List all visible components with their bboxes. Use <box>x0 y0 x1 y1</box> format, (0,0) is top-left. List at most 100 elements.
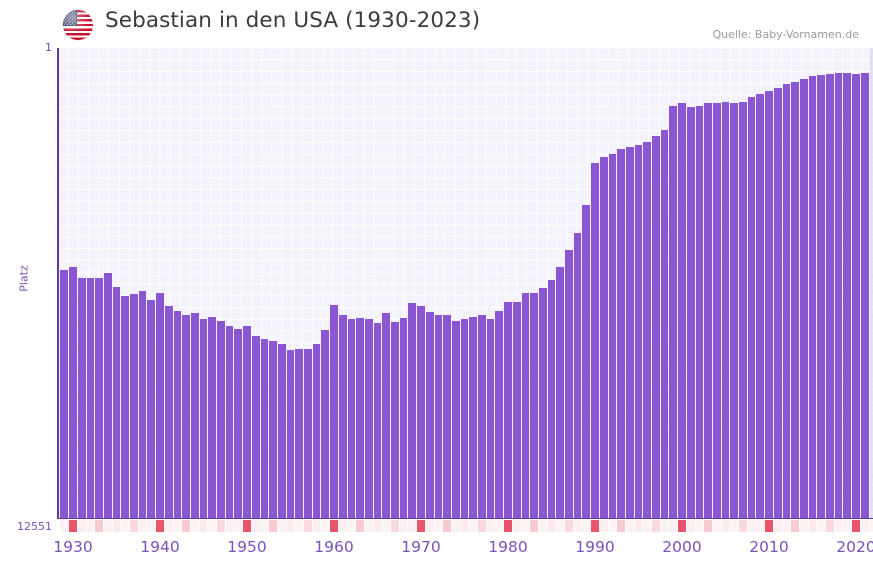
bar[interactable] <box>756 93 765 518</box>
bar[interactable] <box>582 204 591 518</box>
x-axis-minor-tick <box>582 520 591 532</box>
bar[interactable] <box>652 136 660 518</box>
bar[interactable] <box>608 154 617 518</box>
bar[interactable] <box>147 299 156 518</box>
bar[interactable] <box>695 105 704 518</box>
bar[interactable] <box>556 267 565 518</box>
bar[interactable] <box>730 102 739 518</box>
bar[interactable] <box>69 267 77 518</box>
bar[interactable] <box>225 325 234 518</box>
bar[interactable] <box>634 144 643 518</box>
bar[interactable] <box>425 312 434 518</box>
bar[interactable] <box>103 272 112 518</box>
bar[interactable] <box>58 262 60 518</box>
bar[interactable] <box>338 314 347 518</box>
bar[interactable] <box>538 287 547 518</box>
x-axis-minor-tick <box>286 520 295 532</box>
bar[interactable] <box>643 141 652 518</box>
bar[interactable] <box>373 322 382 518</box>
bar[interactable] <box>321 329 330 518</box>
bar[interactable] <box>852 74 860 518</box>
bar[interactable] <box>451 320 460 518</box>
bar[interactable] <box>799 79 808 518</box>
bar[interactable] <box>164 305 173 518</box>
bar[interactable] <box>678 103 686 518</box>
bar[interactable] <box>808 76 817 518</box>
bar[interactable] <box>182 314 190 518</box>
bar[interactable] <box>269 340 277 518</box>
bar[interactable] <box>417 306 425 518</box>
bar[interactable] <box>486 319 495 518</box>
bar[interactable] <box>443 315 451 518</box>
bar[interactable] <box>478 314 486 518</box>
bar[interactable] <box>573 233 582 518</box>
bar[interactable] <box>95 277 103 518</box>
bar[interactable] <box>834 73 843 518</box>
bar[interactable] <box>504 301 512 518</box>
bar[interactable] <box>251 336 260 518</box>
bar[interactable] <box>330 304 338 518</box>
bar[interactable] <box>234 328 243 518</box>
bar[interactable] <box>295 349 304 518</box>
bar[interactable] <box>77 278 86 518</box>
bar[interactable] <box>199 319 208 518</box>
bar[interactable] <box>286 349 295 518</box>
x-axis-minor-tick <box>364 520 373 532</box>
bar[interactable] <box>547 280 556 518</box>
bar[interactable] <box>138 290 147 518</box>
bar[interactable] <box>530 293 538 518</box>
bar[interactable] <box>495 310 504 518</box>
bar[interactable] <box>60 269 69 518</box>
bar[interactable] <box>843 73 852 518</box>
bar[interactable] <box>243 325 251 518</box>
bar[interactable] <box>347 319 356 518</box>
bar[interactable] <box>156 292 164 518</box>
x-axis-minor-tick <box>95 520 103 532</box>
bar[interactable] <box>399 317 408 518</box>
bar[interactable] <box>173 310 182 518</box>
bar[interactable] <box>773 88 782 518</box>
x-axis-minor-tick <box>843 520 852 532</box>
bar[interactable] <box>817 75 826 518</box>
bar[interactable] <box>469 316 478 518</box>
bar[interactable] <box>312 343 321 518</box>
bar[interactable] <box>112 286 121 518</box>
bar[interactable] <box>704 103 712 518</box>
bar[interactable] <box>121 295 130 518</box>
bar[interactable] <box>591 163 599 518</box>
bar[interactable] <box>217 321 225 518</box>
bar[interactable] <box>712 103 721 518</box>
bar[interactable] <box>260 338 269 518</box>
bar[interactable] <box>782 83 791 518</box>
bar[interactable] <box>460 318 469 518</box>
bar[interactable] <box>765 90 773 518</box>
bar[interactable] <box>391 322 399 518</box>
bar[interactable] <box>625 146 634 518</box>
bar[interactable] <box>521 293 530 518</box>
bar[interactable] <box>86 277 95 518</box>
bar[interactable] <box>669 106 678 518</box>
bar[interactable] <box>660 129 669 518</box>
bar[interactable] <box>826 74 834 518</box>
bar[interactable] <box>739 101 747 518</box>
bar[interactable] <box>512 301 521 518</box>
bar[interactable] <box>208 316 217 518</box>
bar[interactable] <box>190 313 199 518</box>
bar[interactable] <box>408 302 417 518</box>
bar[interactable] <box>382 313 391 518</box>
bar[interactable] <box>277 343 286 518</box>
bar[interactable] <box>599 156 608 518</box>
bar[interactable] <box>860 72 869 518</box>
bar[interactable] <box>617 149 625 518</box>
bar[interactable] <box>565 250 573 518</box>
bar[interactable] <box>686 107 695 518</box>
bar[interactable] <box>304 349 312 518</box>
bar[interactable] <box>356 317 364 518</box>
bar[interactable] <box>434 314 443 518</box>
bar[interactable] <box>364 319 373 518</box>
bar[interactable] <box>791 81 799 518</box>
bar[interactable] <box>721 102 730 518</box>
x-axis-minor-tick <box>634 520 643 532</box>
bar[interactable] <box>747 96 756 518</box>
bar[interactable] <box>130 293 138 518</box>
